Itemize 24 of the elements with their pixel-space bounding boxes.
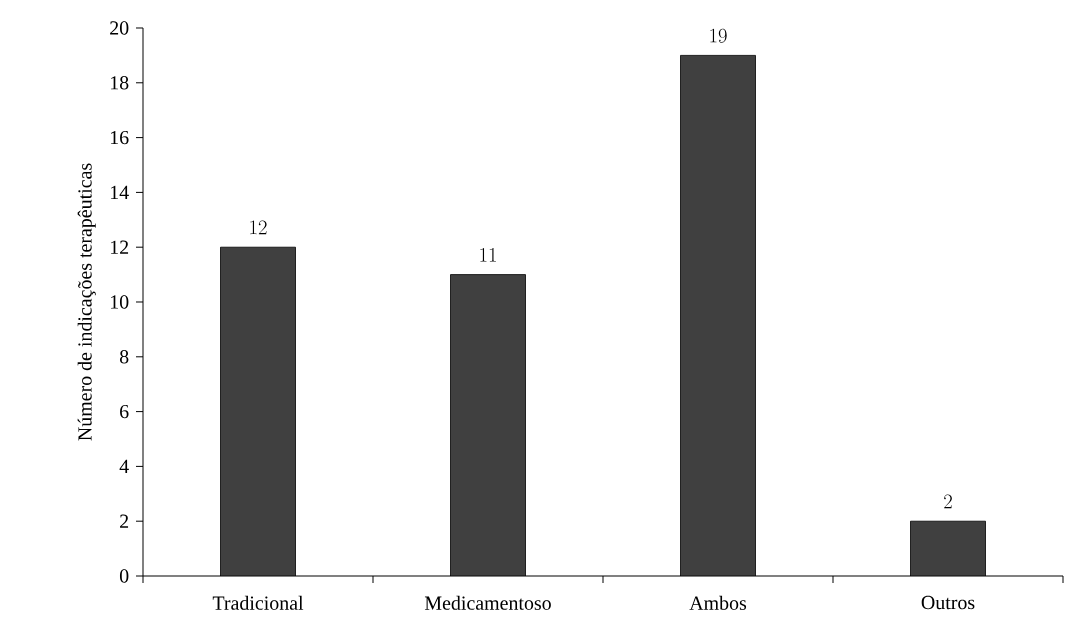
data-label: 12 [250,220,267,235]
y-tick-label: 14 [110,185,129,199]
x-tick-label: Tradicional [212,595,304,610]
y-tick-label: 10 [110,295,129,309]
y-tick-label: 8 [119,350,129,364]
x-tick-label: Outros [921,595,975,610]
y-tick-label: 20 [110,21,129,35]
y-tick-label: 12 [110,240,129,254]
data-label: 2 [944,494,952,509]
x-tick-label: Ambos [689,595,747,610]
y-tick-label: 16 [110,130,129,145]
y-tick-label: 0 [119,569,129,583]
data-label: 19 [710,28,727,43]
y-tick-label: 4 [119,459,129,473]
bar [910,520,986,576]
data-label: 11 [480,247,496,262]
y-axis-title: Número de indicações terapêuticas [77,163,96,441]
y-tick-label: 2 [120,514,129,528]
bar [450,274,526,576]
bar [680,55,756,576]
y-tick-label: 18 [110,76,129,90]
bar [220,247,296,576]
y-tick-label: 6 [120,404,129,419]
x-tick-label: Medicamentoso [424,595,551,610]
